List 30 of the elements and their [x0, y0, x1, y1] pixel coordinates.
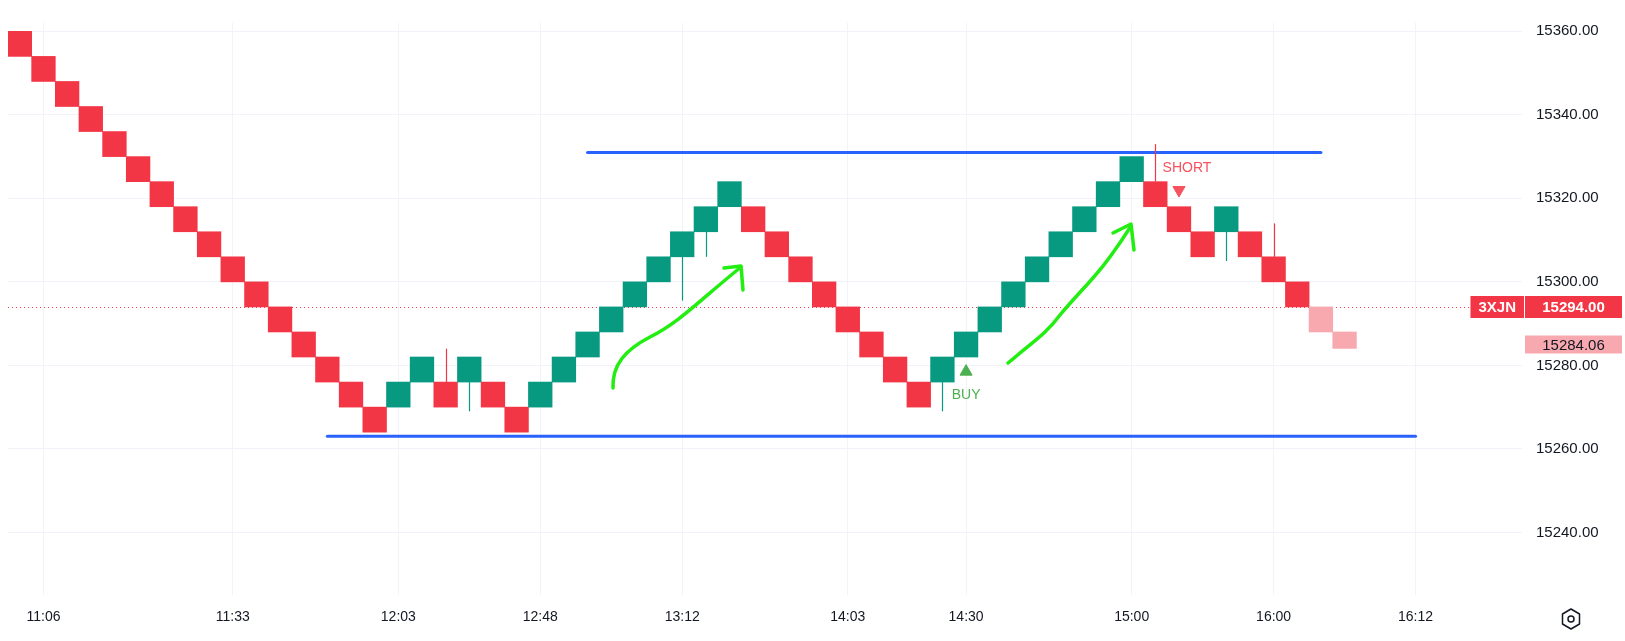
x-tick-label: 14:03 [830, 608, 866, 625]
x-tick-label: 12:48 [522, 608, 558, 625]
y-tick-label: 15360.00 [1536, 21, 1599, 39]
annotation: 3XJN [1478, 298, 1516, 316]
y-tick-label: 15260.00 [1536, 439, 1599, 457]
text: 15284.06 [1542, 335, 1605, 353]
candlestick [457, 356, 482, 412]
candlestick [906, 381, 931, 408]
candlestick [409, 356, 435, 383]
x-tick-label: 15:00 [1114, 608, 1150, 625]
candlestick [362, 406, 387, 433]
series-label: SHORT [1162, 158, 1212, 175]
x-tick-label: 13:12 [664, 608, 700, 625]
x-tick-label: 12:03 [380, 608, 417, 625]
candlestick [528, 381, 553, 408]
x-tick-label: 11:06 [26, 608, 61, 625]
candlestick [386, 381, 411, 408]
x-tick-label: 11:33 [215, 608, 250, 625]
candlestick [433, 348, 458, 408]
y-tick-label: 15340.00 [1536, 104, 1599, 122]
y-tick-label: 15280.00 [1536, 355, 1599, 373]
y-tick-label: 15300.00 [1536, 272, 1599, 289]
x-tick-label: 16:12 [1398, 608, 1434, 625]
series-label: BUY [951, 386, 982, 403]
candlestick [1214, 206, 1239, 262]
y-tick-label: 15320.00 [1536, 188, 1599, 206]
ref-line-label: 15294.00 [1542, 298, 1605, 316]
y-tick-label: 15240.00 [1536, 522, 1599, 540]
x-tick-label: 14:30 [948, 608, 984, 625]
x-tick-label: 16:00 [1256, 608, 1292, 625]
